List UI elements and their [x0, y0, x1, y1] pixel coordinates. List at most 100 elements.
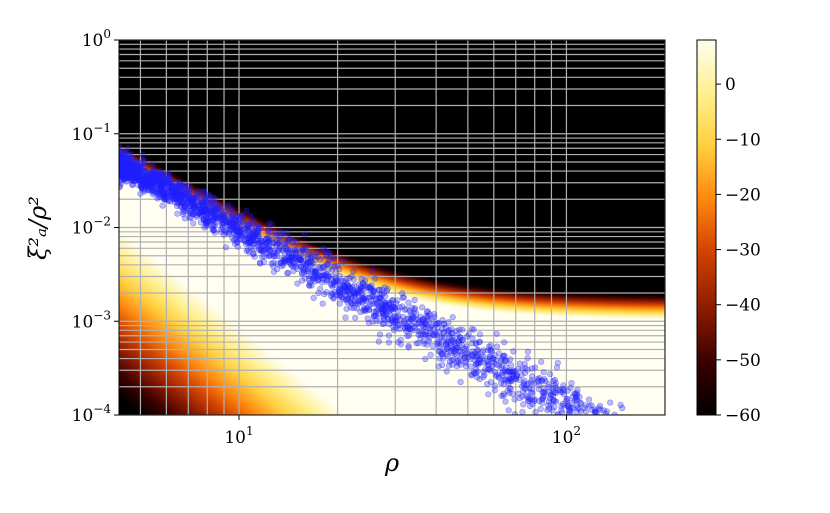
scatter-point: [239, 230, 246, 237]
scatter-point: [420, 331, 427, 338]
scatter-point: [371, 287, 378, 294]
scatter-point: [386, 305, 393, 312]
scatter-point: [405, 332, 413, 339]
scatter-point: [600, 407, 607, 414]
scatter-point: [210, 204, 217, 212]
scatter-point: [445, 330, 452, 337]
scatter-point: [446, 358, 454, 365]
scatter-point: [479, 349, 486, 356]
scatter-point: [183, 185, 190, 193]
scatter-point: [491, 387, 498, 394]
scatter-point: [119, 161, 123, 168]
scatter-point: [250, 228, 257, 235]
scatter-point: [148, 179, 155, 186]
scatter-point: [130, 174, 137, 181]
scatter-point: [295, 259, 302, 267]
scatter-point: [214, 204, 221, 211]
scatter-point: [463, 350, 470, 357]
scatter-point: [259, 248, 267, 255]
scatter-point: [520, 379, 527, 387]
scatter-point: [480, 353, 487, 360]
scatter-point: [287, 247, 294, 254]
scatter-point: [147, 183, 154, 190]
scatter-point: [176, 189, 183, 196]
scatter-point: [439, 334, 446, 341]
scatter-point: [382, 308, 389, 315]
scatter-point: [502, 398, 509, 405]
scatter-point: [245, 249, 252, 256]
scatter-point: [134, 171, 141, 178]
scatter-point: [186, 192, 193, 200]
scatter-point: [395, 312, 402, 319]
scatter-point: [401, 306, 409, 313]
scatter-point: [372, 301, 379, 308]
scatter-point: [516, 360, 523, 367]
scatter-point: [180, 206, 187, 213]
scatter-point: [125, 160, 132, 167]
scatter-point: [212, 211, 219, 218]
scatter-point: [208, 199, 215, 206]
scatter-point: [208, 224, 216, 232]
scatter-point: [485, 343, 493, 350]
scatter-point: [503, 364, 510, 371]
scatter-point: [281, 258, 288, 265]
scatter-point: [526, 402, 534, 410]
scatter-point: [400, 294, 407, 301]
scatter-point: [217, 228, 224, 235]
scatter-point: [474, 352, 481, 359]
scatter-point: [337, 284, 344, 291]
scatter-point: [302, 266, 309, 273]
colorbar-tick-label: −40: [725, 296, 761, 316]
scatter-point: [124, 169, 131, 176]
scatter-point: [121, 154, 128, 161]
scatter-point: [119, 152, 126, 159]
scatter-point: [209, 208, 216, 216]
scatter-point: [219, 220, 227, 227]
scatter-point: [197, 206, 204, 214]
scatter-point: [472, 366, 480, 373]
scatter-point: [586, 402, 593, 409]
scatter-point: [312, 268, 319, 275]
scatter-point: [315, 264, 323, 271]
scatter-point: [425, 338, 432, 345]
scatter-point: [379, 320, 386, 328]
scatter-point: [413, 327, 421, 334]
scatter-point: [165, 197, 172, 204]
scatter-point: [130, 167, 137, 174]
scatter-point: [390, 297, 397, 304]
scatter-point: [402, 321, 409, 328]
scatter-point: [424, 308, 432, 315]
scatter-point: [545, 381, 552, 388]
scatter-point: [158, 187, 165, 194]
scatter-point: [385, 299, 393, 306]
scatter-point: [399, 290, 406, 297]
scatter-point: [179, 191, 187, 198]
scatter-point: [160, 193, 168, 200]
scatter-point: [393, 318, 401, 325]
y-tick-label: 10−2: [72, 215, 111, 239]
scatter-point: [203, 222, 210, 229]
scatter-point: [332, 277, 339, 284]
scatter-point: [280, 261, 287, 269]
scatter-point: [360, 286, 367, 293]
scatter-point: [195, 192, 202, 199]
scatter-point: [489, 355, 497, 362]
scatter-point: [121, 162, 129, 169]
scatter-point: [495, 374, 502, 381]
scatter-point: [126, 159, 133, 166]
scatter-point: [437, 341, 445, 348]
scatter-point: [382, 299, 389, 307]
scatter-point: [197, 219, 205, 226]
x-axis-label: ρ: [384, 449, 399, 477]
scatter-point: [335, 289, 342, 296]
scatter-point: [125, 168, 132, 175]
scatter-point: [160, 175, 168, 183]
scatter-point: [195, 188, 202, 195]
scatter-point: [161, 193, 168, 200]
scatter-point: [316, 265, 324, 272]
scatter-point: [265, 243, 272, 250]
scatter-point: [205, 201, 212, 208]
scatter-point: [199, 202, 207, 209]
scatter-point: [155, 179, 162, 186]
scatter-point: [539, 389, 546, 396]
